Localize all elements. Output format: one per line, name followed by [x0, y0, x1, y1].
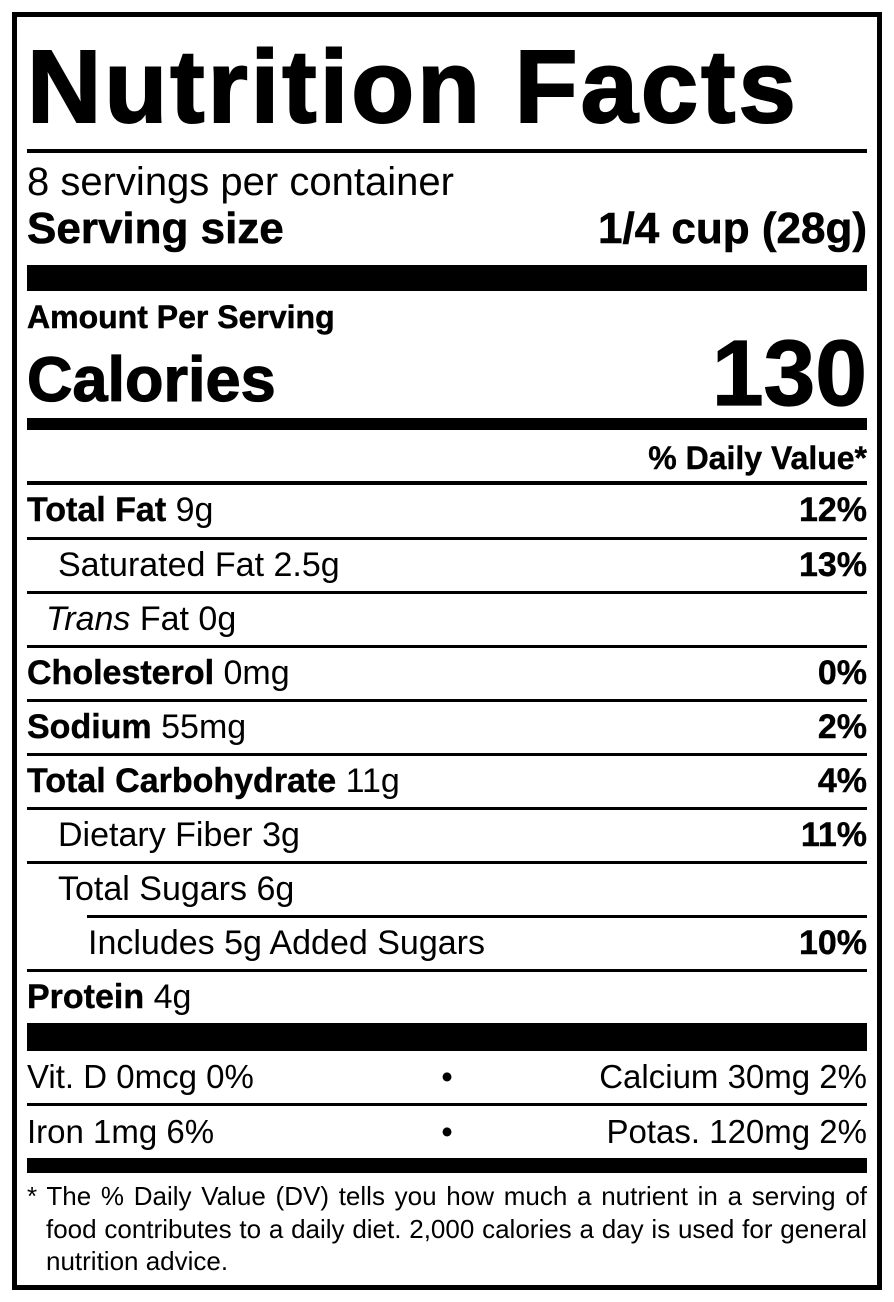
- nutrient-row-total-fat: Total Fat 9g 12%: [27, 485, 867, 540]
- nutrition-facts-label: Nutrition Facts 8 servings per container…: [12, 12, 882, 1290]
- nutrient-name-amount: Includes 5g Added Sugars: [27, 924, 485, 963]
- bullet-separator: •: [441, 1058, 453, 1096]
- nutrient-dv: 12%: [798, 491, 867, 530]
- nutrient-name-amount: Cholesterol 0mg: [27, 654, 290, 693]
- nutrient-row-dietary-fiber: Dietary Fiber 3g 11%: [27, 810, 868, 865]
- nutrient-dv: 13%: [798, 545, 867, 584]
- calories-label: Calories: [26, 344, 276, 415]
- footnote-text-block: * The % Daily Value (DV) tells you how m…: [27, 1180, 867, 1278]
- nutrient-amount: 0g: [198, 599, 237, 638]
- thick-divider-protein: [27, 1023, 867, 1052]
- nutrient-amount: 6g: [256, 870, 295, 909]
- nutrient-name: Protein: [27, 978, 145, 1017]
- footnote: * The % Daily Value (DV) tells you how m…: [27, 1173, 867, 1278]
- nutrient-row-saturated-fat: Saturated Fat 2.5g 13%: [27, 540, 867, 594]
- nutrient-dv: 11%: [800, 816, 868, 854]
- nutrient-name: Sodium: [27, 707, 152, 746]
- nutrient-amount: 9g: [175, 491, 214, 530]
- nutrient-amount: 4g: [153, 978, 192, 1017]
- nutrient-name-amount: Saturated Fat 2.5g: [27, 546, 340, 585]
- nutrient-amount: 2.5g: [273, 545, 340, 584]
- nutrient-name: Saturated Fat: [58, 545, 265, 584]
- vitamin-row-iron-potassium: Iron 1mg 6% • Potas. 120mg 2%: [27, 1106, 868, 1162]
- serving-size-label: Serving size: [27, 204, 284, 254]
- nutrient-name-amount: Dietary Fiber 3g: [27, 816, 300, 855]
- nutrient-row-sodium: Sodium 55mg 2%: [27, 702, 867, 756]
- thick-divider-top: [27, 264, 867, 291]
- nutrient-name: Total Fat: [27, 491, 167, 530]
- medium-divider-calories: [27, 417, 867, 430]
- nutrient-amount: 3g: [262, 816, 300, 854]
- nutrient-name-amount: Trans Fat 0g: [27, 600, 236, 639]
- nutrient-name-italic: Trans: [46, 599, 131, 638]
- nutrient-name: Fat: [139, 599, 189, 638]
- bullet-separator: •: [441, 1113, 453, 1151]
- daily-value-header: % Daily Value*: [27, 430, 867, 486]
- medium-divider-footnote: [27, 1161, 867, 1174]
- nutrient-dv: 0%: [817, 653, 868, 692]
- nutrient-name: Includes 5g Added Sugars: [88, 924, 485, 963]
- footnote-asterisk: *: [27, 1181, 38, 1212]
- nutrient-name-amount: Total Fat 9g: [27, 491, 214, 530]
- vitamin-left: Vit. D 0mcg 0%: [27, 1058, 254, 1096]
- nutrient-dv: 10%: [798, 924, 867, 963]
- vitamin-right: Potas. 120mg 2%: [606, 1113, 868, 1151]
- nutrient-name: Dietary Fiber: [58, 816, 253, 854]
- nutrient-amount: 55mg: [161, 707, 247, 746]
- nutrient-name-amount: Sodium 55mg: [27, 708, 246, 747]
- label-title: Nutrition Facts: [26, 17, 867, 153]
- nutrient-row-total-sugars: Total Sugars 6g: [27, 864, 867, 915]
- vitamin-row-d-calcium: Vit. D 0mcg 0% • Calcium 30mg 2%: [27, 1051, 867, 1107]
- serving-size-row: Serving size 1/4 cup (28g): [27, 204, 868, 265]
- nutrient-dv: 2%: [817, 707, 868, 746]
- nutrient-row-added-sugars: Includes 5g Added Sugars 10%: [27, 918, 867, 973]
- nutrient-name-amount: Total Carbohydrate 11g: [27, 762, 400, 801]
- nutrient-row-total-carbohydrate: Total Carbohydrate 11g 4%: [27, 756, 867, 810]
- serving-size-value: 1/4 cup (28g): [598, 204, 868, 254]
- nutrient-dv: 4%: [817, 761, 868, 800]
- nutrient-row-trans-fat: Trans Fat 0g: [27, 594, 867, 648]
- nutrient-row-cholesterol: Cholesterol 0mg 0%: [27, 648, 867, 702]
- nutrient-name: Total Sugars: [58, 870, 247, 909]
- footnote-text: The % Daily Value (DV) tells you how muc…: [46, 1181, 867, 1277]
- indented-rule-added-sugars: [87, 915, 867, 919]
- nutrient-amount: 11g: [345, 761, 400, 800]
- servings-per-container: 8 servings per container: [27, 160, 454, 204]
- calories-value: 130: [711, 321, 867, 426]
- nutrient-name-amount: Protein 4g: [27, 978, 192, 1017]
- nutrient-name: Cholesterol: [27, 653, 215, 692]
- vitamin-right: Calcium 30mg 2%: [599, 1058, 867, 1096]
- nutrient-amount: 0mg: [223, 653, 290, 692]
- nutrient-name: Total Carbohydrate: [27, 761, 337, 800]
- vitamin-left: Iron 1mg 6%: [27, 1113, 215, 1151]
- nutrient-row-protein: Protein 4g: [27, 972, 867, 1023]
- calories-row: Calories 130: [26, 321, 867, 426]
- nutrient-name-amount: Total Sugars 6g: [27, 870, 294, 909]
- amount-per-serving-label: Amount Per Serving: [27, 298, 335, 335]
